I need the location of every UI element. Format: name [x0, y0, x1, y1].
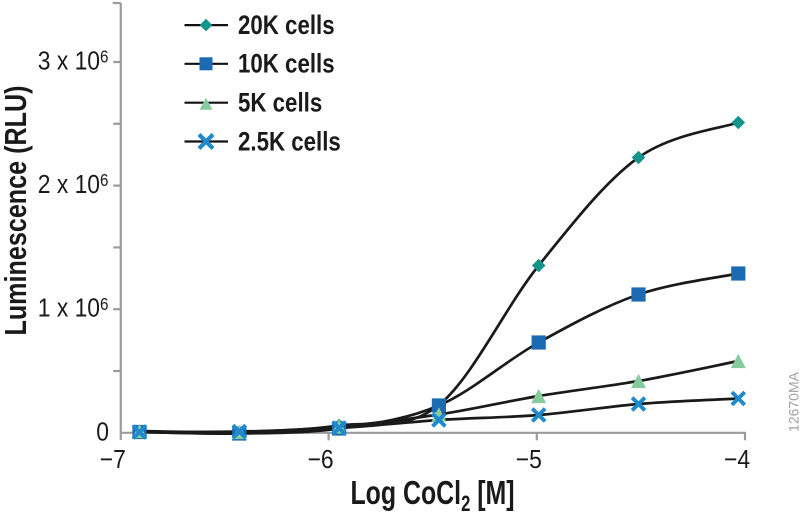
svg-text:3 x 106: 3 x 106: [38, 47, 109, 76]
svg-text:5K cells: 5K cells: [238, 89, 322, 118]
svg-text:2 x 106: 2 x 106: [38, 170, 109, 199]
svg-text:10K cells: 10K cells: [238, 50, 335, 79]
svg-text:−7: −7: [100, 446, 126, 475]
svg-text:2.5K cells: 2.5K cells: [238, 127, 341, 156]
svg-text:1 x 106: 1 x 106: [38, 294, 109, 323]
svg-text:Luminescence (RLU): Luminescence (RLU): [0, 85, 33, 335]
svg-text:Log CoCl2 [M]: Log CoCl2 [M]: [350, 476, 514, 512]
svg-text:−6: −6: [308, 446, 334, 475]
svg-text:−4: −4: [724, 446, 750, 475]
svg-text:−5: −5: [516, 446, 542, 475]
svg-text:0: 0: [96, 418, 109, 447]
svg-text:12670MA: 12670MA: [786, 371, 800, 432]
svg-text:20K cells: 20K cells: [238, 11, 335, 40]
